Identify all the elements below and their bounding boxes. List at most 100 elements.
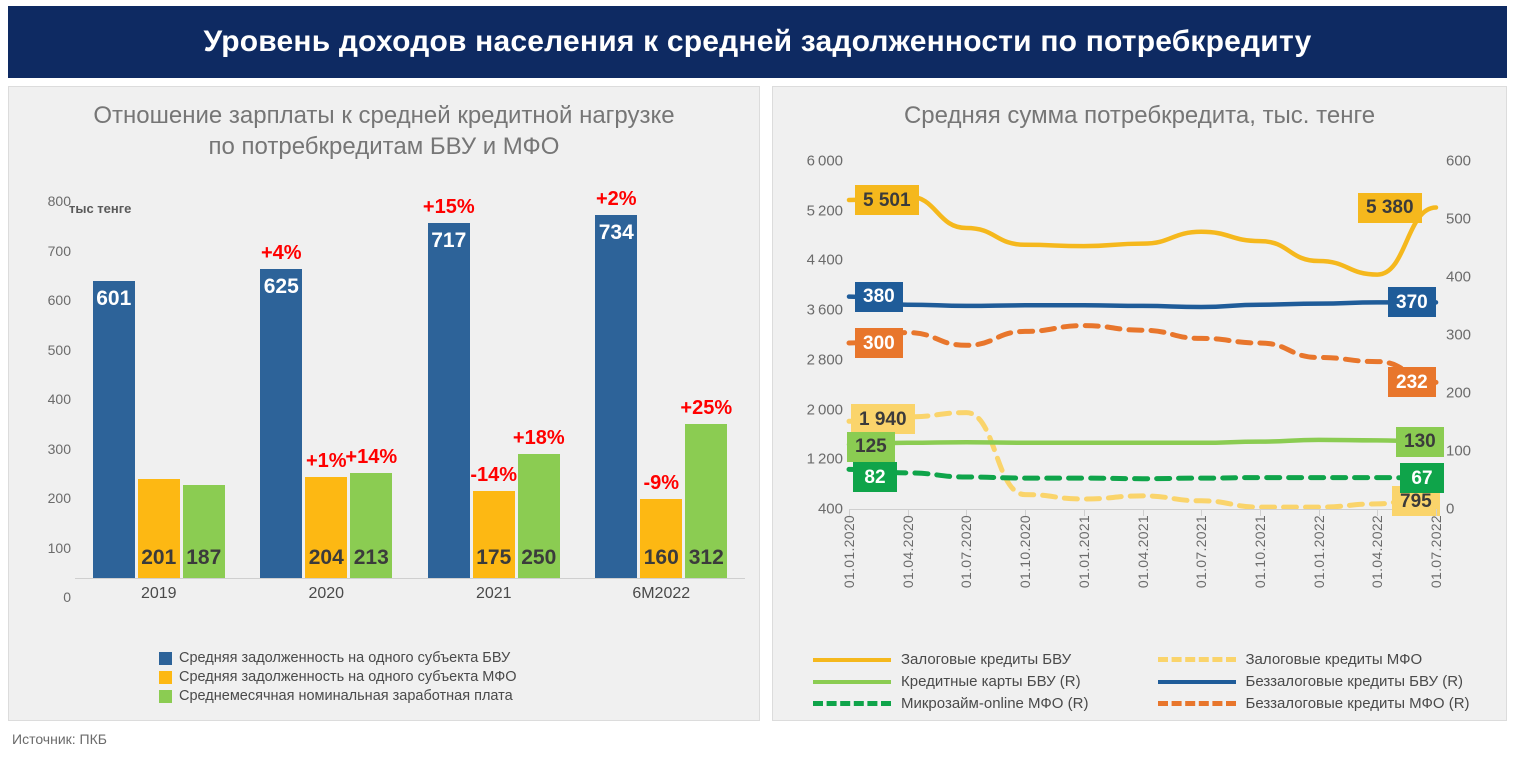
line-y-tick-right: 200 bbox=[1446, 384, 1472, 402]
line-x-tick: 01.01.2022 bbox=[1310, 515, 1327, 589]
bar-group: 601 201 187 bbox=[75, 183, 243, 578]
legend-line-icon bbox=[1157, 679, 1236, 684]
bar-value-label: 312 bbox=[688, 546, 724, 569]
line-point-label: 5 501 bbox=[855, 185, 919, 215]
legend-label: Залоговые кредиты МФО bbox=[1245, 651, 1423, 668]
bar-value-label: 250 bbox=[521, 546, 557, 569]
legend-item[interactable]: Микрозайм-online МФО (R) bbox=[813, 695, 1148, 712]
line-y-tick-left: 3 600 bbox=[806, 301, 843, 319]
bar-value-label: 734 bbox=[598, 220, 634, 244]
line-y-tick-right: 500 bbox=[1446, 210, 1472, 228]
panels-row: Отношение зарплаты к средней кредитной н… bbox=[0, 78, 1515, 729]
line-point-label: 1 940 bbox=[851, 404, 915, 435]
line-point-label: 232 bbox=[1388, 367, 1436, 398]
bar-value-label: 204 bbox=[308, 546, 344, 569]
line-x-tick: 01.04.2021 bbox=[1134, 515, 1151, 589]
x-tick-mark bbox=[966, 509, 968, 516]
bar-value-label: 213 bbox=[353, 546, 389, 569]
line-point-label: 125 bbox=[847, 431, 895, 462]
legend-label: Беззалоговые кредиты БВУ (R) bbox=[1245, 673, 1464, 690]
bar-1: 601 bbox=[92, 280, 135, 578]
legend-item[interactable]: Беззалоговые кредиты БВУ (R) bbox=[1157, 673, 1493, 690]
bar-y-axis: 0 100 200 300 400 500 600 700 800 bbox=[19, 183, 71, 605]
x-tick-mark bbox=[1259, 509, 1261, 516]
bar-2: 204 +1% bbox=[305, 450, 348, 578]
legend-item[interactable]: Средняя задолженность на одного субъекта… bbox=[159, 669, 517, 685]
bar-3: 250 +18% bbox=[513, 427, 565, 578]
legend-label: Среднемесячная номинальная заработная пл… bbox=[179, 688, 513, 704]
x-tick-mark bbox=[1025, 509, 1027, 516]
line-y-tick-right: 300 bbox=[1446, 326, 1472, 344]
bar-value-label: 187 bbox=[186, 546, 222, 569]
legend-label: Средняя задолженность на одного субъекта… bbox=[179, 650, 511, 666]
line-x-tick: 01.07.2020 bbox=[958, 515, 975, 589]
legend-label: Залоговые кредиты БВУ bbox=[901, 651, 1072, 668]
line-point-label: 67 bbox=[1400, 463, 1444, 494]
bar-y-tick: 500 bbox=[47, 341, 71, 358]
legend-line-icon bbox=[813, 679, 891, 684]
legend-line-icon bbox=[813, 701, 891, 706]
line-chart-legend: Залоговые кредиты БВУ Залоговые кредиты М… bbox=[813, 651, 1492, 712]
bar-value-label: 160 bbox=[643, 546, 679, 569]
legend-item[interactable]: Залоговые кредиты БВУ bbox=[813, 651, 1148, 668]
bar-1: 734 +2% bbox=[595, 188, 638, 578]
legend-item[interactable]: Беззалоговые кредиты МФО (R) bbox=[1157, 695, 1493, 712]
x-tick-mark bbox=[907, 509, 909, 516]
legend-item[interactable]: Средняя задолженность на одного субъекта… bbox=[159, 650, 517, 666]
line-point-label: 380 bbox=[855, 281, 903, 312]
bar-plot-area: 601 201 187 2019 625 +4% 204 +1% 213 +14% 2020 717 +… bbox=[75, 183, 745, 602]
legend-swatch-icon bbox=[159, 689, 172, 703]
line-y-tick-left: 5 200 bbox=[806, 202, 843, 220]
bar-growth-label: +25% bbox=[680, 396, 733, 419]
page-title: Уровень доходов населения к средней задо… bbox=[203, 25, 1312, 58]
legend-item[interactable]: Среднемесячная номинальная заработная пл… bbox=[159, 688, 517, 704]
bar-y-tick: 0 bbox=[63, 589, 71, 605]
left-chart-panel: Отношение зарплаты к средней кредитной н… bbox=[8, 86, 760, 721]
legend-line-icon bbox=[1157, 657, 1236, 662]
legend-line-icon bbox=[1157, 701, 1236, 706]
line-x-tick: 01.07.2021 bbox=[1193, 515, 1210, 589]
bar-value-label: 601 bbox=[96, 286, 132, 310]
bar-growth-label: +14% bbox=[345, 445, 398, 468]
legend-label: Средняя задолженность на одного субъекта… bbox=[179, 669, 517, 685]
line-y-tick-left: 6 000 bbox=[806, 152, 843, 170]
line-y-tick-right: 100 bbox=[1446, 442, 1472, 460]
legend-item[interactable]: Кредитные карты БВУ (R) bbox=[813, 673, 1148, 690]
bar-y-tick: 600 bbox=[47, 292, 71, 308]
right-chart-title: Средняя сумма потребкредита, тыс. тенге bbox=[903, 102, 1376, 129]
legend-label: Микрозайм-online МФО (R) bbox=[901, 695, 1089, 712]
bar-y-tick: 300 bbox=[47, 440, 71, 457]
bar-group: 625 +4% 204 +1% 213 +14% bbox=[243, 183, 411, 578]
x-tick-mark bbox=[1436, 509, 1437, 516]
line-point-label: 130 bbox=[1396, 426, 1444, 457]
legend-label: Кредитные карты БВУ (R) bbox=[901, 673, 1081, 690]
line-y-tick-left: 2 800 bbox=[806, 351, 843, 369]
bar-y-tick: 800 bbox=[47, 193, 71, 209]
line-y-tick-left: 1 200 bbox=[806, 450, 843, 468]
legend-swatch-icon bbox=[159, 670, 172, 684]
bar-3: 312 +25% bbox=[680, 397, 732, 578]
bar-x-tick: 6M2022 bbox=[632, 585, 691, 602]
x-tick-mark bbox=[1377, 509, 1379, 516]
left-chart-title-line2: по потребкредитам БВУ и МФО bbox=[208, 132, 560, 160]
bar-value-label: 717 bbox=[431, 229, 467, 253]
header-banner: Уровень доходов населения к средней задо… bbox=[8, 6, 1507, 78]
line-y-tick-right: 0 bbox=[1446, 500, 1455, 518]
bar-2: 201 bbox=[137, 478, 180, 578]
bar-1: 625 +4% bbox=[260, 242, 303, 578]
bar-x-tick: 2021 bbox=[475, 585, 512, 602]
bar-3: 213 +14% bbox=[345, 446, 397, 578]
line-series-1 bbox=[846, 194, 1439, 277]
left-chart-title: Отношение зарплаты к средней кредитной н… bbox=[9, 87, 759, 162]
line-x-tick: 01.04.2022 bbox=[1369, 515, 1386, 589]
line-point-label: 300 bbox=[855, 328, 903, 358]
bar-2: 160 -9% bbox=[640, 472, 683, 578]
legend-label: Беззалоговые кредиты МФО (R) bbox=[1245, 695, 1470, 712]
line-y-tick-left: 2 000 bbox=[806, 401, 843, 419]
bar-y-tick: 400 bbox=[47, 391, 71, 407]
legend-item[interactable]: Залоговые кредиты МФО bbox=[1157, 651, 1493, 668]
line-x-tick: 01.07.2022 bbox=[1428, 515, 1444, 589]
line-series-6 bbox=[846, 323, 1439, 385]
line-y-tick-right: 600 bbox=[1446, 152, 1472, 170]
